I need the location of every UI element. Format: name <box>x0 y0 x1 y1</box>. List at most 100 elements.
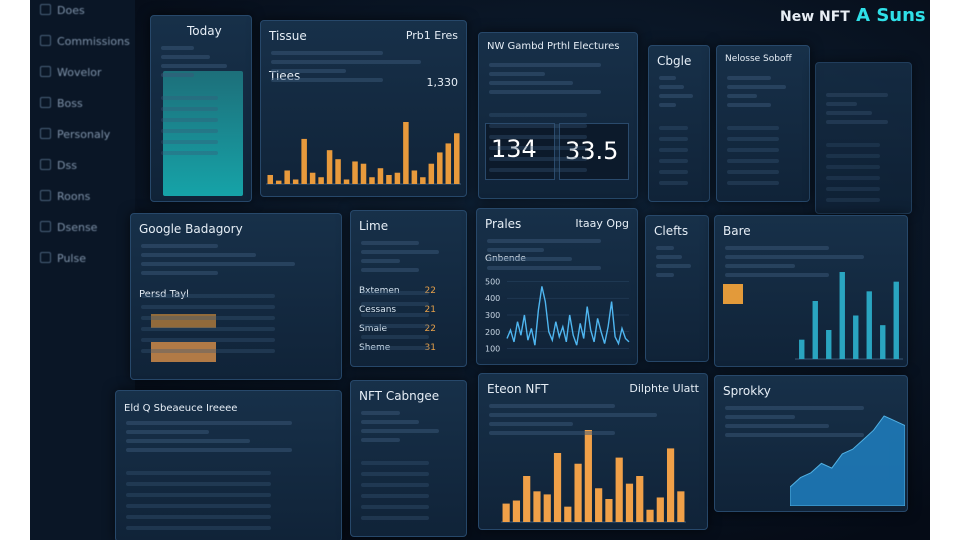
text-line <box>487 248 544 252</box>
bar <box>267 174 273 184</box>
text-line <box>826 143 880 147</box>
area-chart <box>790 415 905 506</box>
text-line <box>161 64 227 68</box>
bar <box>284 170 290 184</box>
text-line <box>361 335 429 339</box>
stat-value: 134 <box>491 135 537 163</box>
bar <box>799 339 805 359</box>
text-line <box>489 146 587 150</box>
text-line <box>659 159 689 163</box>
text-line <box>489 90 601 94</box>
text-line <box>656 246 674 250</box>
bar <box>584 430 592 522</box>
text-line <box>659 126 689 130</box>
today-panel: Today <box>150 15 252 202</box>
sidebar-item: Dsense <box>40 221 97 234</box>
text-line <box>727 181 779 185</box>
text-line <box>826 102 857 106</box>
text-line <box>826 154 880 158</box>
text-line <box>141 271 218 275</box>
text-line <box>361 505 429 509</box>
text-line <box>361 483 429 487</box>
header-title: New NFT <box>780 9 850 25</box>
text-line <box>161 46 194 50</box>
text-line <box>725 415 795 419</box>
stat-box <box>485 123 555 180</box>
text-line <box>361 313 429 317</box>
area <box>790 415 905 506</box>
panel-title: NFT Cabngee <box>359 389 440 403</box>
text-line <box>361 302 429 306</box>
eteon-panel: Eteon NFT Dilphte Ulatt <box>478 373 708 530</box>
header: New NFT A Suns <box>780 5 926 26</box>
bar <box>411 170 418 184</box>
panel-title: Sprokky <box>723 384 771 398</box>
sidebar-item: Does <box>40 4 85 17</box>
text-line <box>126 493 271 497</box>
text-line <box>727 137 779 141</box>
text-line <box>161 96 219 100</box>
text-line <box>161 55 211 59</box>
text-line <box>656 273 674 277</box>
text-line <box>727 103 772 107</box>
panel-title: Nelosse Soboff <box>725 54 792 64</box>
side-panel <box>815 62 912 214</box>
panel-title: Cbgle <box>657 54 692 68</box>
y-tick-label: 400 <box>485 294 500 303</box>
text-line <box>489 135 587 139</box>
text-line <box>826 198 880 202</box>
table-cell: 21 <box>424 305 436 315</box>
stat-value: 33.5 <box>565 137 619 165</box>
text-line <box>141 327 276 331</box>
bar <box>502 503 510 522</box>
bar <box>677 491 685 522</box>
bar <box>352 161 358 184</box>
panel-title: Lime <box>359 219 389 233</box>
panel-title: NW Gambd Prthl Electures <box>487 41 620 52</box>
text-line <box>725 406 865 410</box>
bar-chart <box>501 430 686 523</box>
bar <box>880 325 886 359</box>
bar <box>343 179 350 184</box>
bar <box>553 453 562 522</box>
bar-chart <box>795 272 903 360</box>
panel-title: Today <box>187 24 222 38</box>
y-tick-label: 100 <box>485 345 500 354</box>
bar <box>275 180 282 184</box>
text-line <box>361 324 429 328</box>
bar <box>839 272 845 359</box>
bar <box>420 177 426 184</box>
panel-title: Google Badagory <box>139 222 243 236</box>
text-line <box>826 120 888 124</box>
screen: Does Commissions Wovelor Boss Personaly Dss Ro… <box>30 0 930 540</box>
teal-block <box>163 71 243 196</box>
bar <box>301 138 307 184</box>
bar <box>318 177 324 184</box>
bar <box>292 179 299 184</box>
bar <box>523 476 531 522</box>
line <box>506 286 630 346</box>
text-line <box>126 439 251 443</box>
text-line <box>489 422 573 426</box>
table-cell: 22 <box>424 324 436 334</box>
bar <box>428 163 435 184</box>
text-line <box>826 111 873 115</box>
bar <box>646 509 654 522</box>
text-line <box>489 72 545 76</box>
text-line <box>489 413 657 417</box>
table-cell: Smale <box>359 324 388 334</box>
text-line <box>141 349 276 353</box>
text-line <box>725 246 830 250</box>
label: Persd Tayl <box>139 289 189 300</box>
table-cell: 31 <box>424 343 436 353</box>
panel-subtitle: Prb1 Eres <box>405 29 458 42</box>
panel-subtitle: Dilphte Ulatt <box>629 382 699 395</box>
text-line <box>161 107 219 111</box>
text-line <box>727 76 772 80</box>
text-line <box>361 420 420 424</box>
text-line <box>361 461 429 465</box>
bar <box>595 488 603 522</box>
bar <box>866 291 872 359</box>
